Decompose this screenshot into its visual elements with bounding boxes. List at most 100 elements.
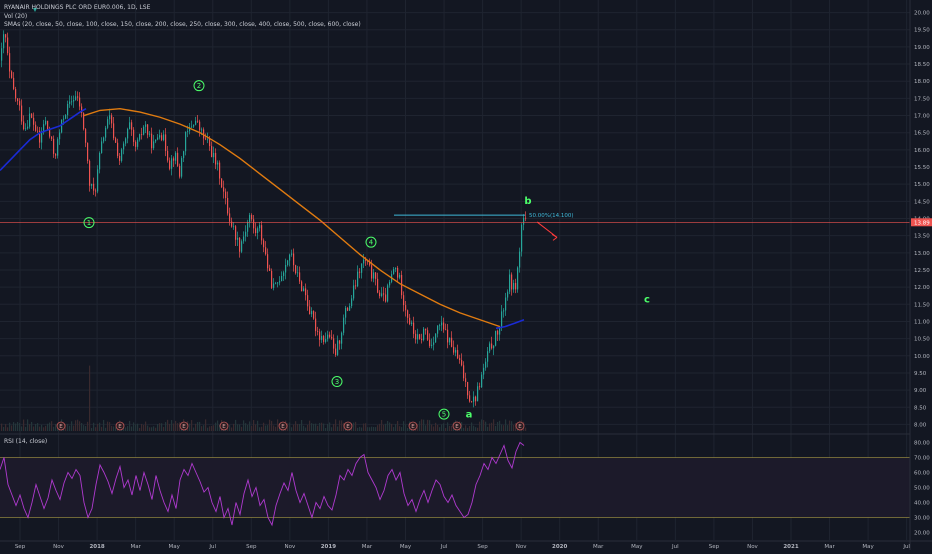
candle-body: [125, 138, 127, 144]
volume-bar: [319, 422, 321, 431]
volume-bar: [233, 423, 235, 431]
volume-bar: [481, 419, 483, 431]
candle-body: [225, 191, 227, 199]
candle-body: [423, 328, 425, 340]
volume-bar: [85, 426, 87, 431]
candle-body: [43, 124, 45, 133]
candle-body: [121, 149, 123, 161]
volume-bar: [95, 427, 97, 431]
candle-body: [115, 138, 117, 143]
volume-bar: [89, 365, 91, 431]
candle-body: [17, 98, 19, 102]
wave-label-2: 2: [197, 82, 201, 90]
volume-bar: [5, 424, 7, 431]
candle-body: [139, 134, 141, 140]
candle-body: [67, 103, 69, 116]
candle-body: [189, 126, 191, 132]
earnings-marker: [115, 421, 125, 431]
candle-body: [525, 217, 527, 219]
volume-bar: [387, 420, 389, 431]
volume-bar: [507, 425, 509, 431]
candle-body: [201, 129, 203, 131]
candle-body: [3, 34, 5, 49]
volume-indicator-label: Vol (20): [4, 13, 28, 20]
candle-body: [175, 152, 177, 161]
volume-bar: [381, 419, 383, 431]
candle-body: [141, 134, 143, 135]
candle-body: [445, 329, 447, 331]
volume-bar: [35, 423, 37, 431]
volume-bar: [179, 422, 181, 431]
candle-body: [283, 272, 285, 276]
candle-body: [133, 129, 135, 142]
volume-bar: [67, 423, 69, 431]
volume-bar: [261, 426, 263, 431]
candle-body: [465, 378, 467, 382]
candle-body: [483, 367, 485, 375]
volume-bar: [55, 423, 57, 431]
candle-body: [209, 139, 211, 147]
volume-bar: [71, 421, 73, 431]
candle-body: [399, 274, 401, 278]
volume-bar: [45, 425, 47, 431]
time-tick-label: Jul: [671, 544, 679, 550]
volume-bar: [211, 425, 213, 431]
wave-label-4: 4: [369, 239, 374, 247]
time-tick-label: Nov: [53, 544, 64, 550]
candle-body: [5, 34, 7, 38]
volume-bar: [325, 427, 327, 431]
wave-label-circle: [438, 408, 450, 420]
candle-body: [453, 346, 455, 353]
candle-body: [187, 131, 189, 132]
volume-bar: [461, 422, 463, 431]
time-tick-label: 2020: [552, 544, 567, 550]
volume-bar: [273, 425, 275, 431]
volume-bar: [259, 427, 261, 431]
price-tick-label: 13.50: [914, 234, 930, 240]
volume-bar: [361, 427, 363, 431]
rsi-tick-label: 30.00: [914, 516, 930, 522]
volume-bar: [143, 424, 145, 431]
candle-body: [117, 142, 119, 156]
earnings-marker: [343, 421, 353, 431]
volume-bar: [127, 425, 129, 431]
candle-body: [113, 123, 115, 139]
candle-body: [471, 401, 473, 403]
volume-bar: [19, 422, 21, 431]
rsi-tick-label: 60.00: [914, 471, 930, 477]
volume-bar: [391, 423, 393, 431]
volume-bar: [291, 427, 293, 431]
candle-body: [211, 146, 213, 158]
time-tick-label: 2021: [783, 544, 798, 550]
candle-body: [341, 332, 343, 344]
candle-body: [49, 129, 51, 137]
volume-bar: [343, 422, 345, 431]
earnings-marker: [56, 421, 66, 431]
candle-body: [71, 101, 73, 103]
volume-bar: [235, 419, 237, 431]
volume-bar: [17, 421, 19, 431]
candle-body: [383, 293, 385, 295]
candle-body: [437, 325, 439, 334]
rsi-indicator-label: RSI (14, close): [4, 438, 48, 445]
candle-body: [169, 160, 171, 169]
volume-bar: [403, 421, 405, 431]
volume-bar: [441, 424, 443, 431]
volume-bar: [475, 427, 477, 431]
volume-bar: [199, 421, 201, 431]
current-price-tag: [911, 218, 932, 227]
volume-bar: [107, 421, 109, 431]
volume-bar: [493, 419, 495, 431]
volume-bar: [297, 423, 299, 431]
candle-body: [289, 254, 291, 261]
price-tick-label: 14.50: [914, 199, 930, 205]
candle-body: [501, 311, 503, 329]
candle-body: [507, 291, 509, 298]
volume-bar: [379, 423, 381, 431]
candle-body: [145, 124, 147, 127]
volume-bar: [75, 420, 77, 431]
volume-bar: [141, 423, 143, 431]
candle-body: [353, 285, 355, 299]
candle-body: [183, 151, 185, 159]
